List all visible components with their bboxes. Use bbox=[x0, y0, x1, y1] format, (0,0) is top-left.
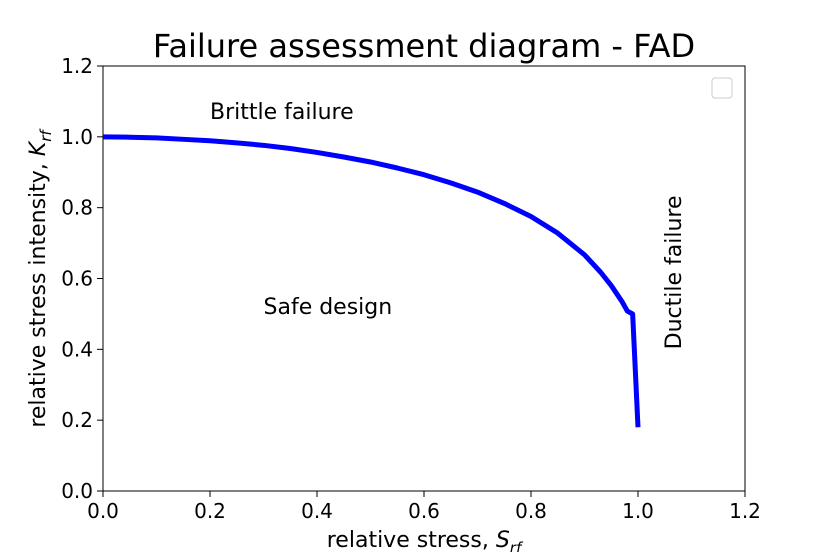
x-axis: 0.0 0.2 0.4 0.6 0.8 1.0 1.2 bbox=[87, 491, 761, 523]
x-tick-label: 1.0 bbox=[622, 499, 654, 523]
y-tick-label: 0.8 bbox=[61, 196, 93, 220]
x-axis-label: relative stress, Srf bbox=[327, 528, 524, 552]
chart-title: Failure assessment diagram - FAD bbox=[153, 27, 695, 65]
fad-curve-series bbox=[102, 134, 641, 428]
x-axis-label-main: relative stress, bbox=[327, 528, 496, 552]
x-tick-label: 1.2 bbox=[729, 499, 761, 523]
y-axis-label: relative stress intensity, Krf bbox=[26, 128, 55, 428]
plot-frame bbox=[102, 65, 746, 492]
y-axis-label-subscript: rf bbox=[37, 128, 55, 142]
x-tick-label: 0.0 bbox=[87, 499, 119, 523]
y-axis-label-symbol: K bbox=[26, 140, 51, 156]
y-tick-label: 1.0 bbox=[61, 125, 93, 149]
y-tick-label: 0.0 bbox=[61, 479, 93, 503]
y-tick-label: 0.2 bbox=[61, 408, 93, 432]
y-axis: 0.0 0.2 0.4 0.6 0.8 1.0 1.2 bbox=[61, 54, 103, 503]
y-tick-label: 1.2 bbox=[61, 54, 93, 78]
x-axis-label-subscript: rf bbox=[510, 539, 524, 552]
annotation-label: Safe design bbox=[264, 295, 393, 320]
legend-box bbox=[711, 77, 733, 99]
curve-layer bbox=[102, 134, 641, 428]
plot-area: Brittle failure Safe design Ductile failur… bbox=[102, 65, 746, 492]
x-tick-label: 0.8 bbox=[515, 499, 547, 523]
y-tick-label: 0.4 bbox=[61, 337, 93, 361]
x-axis-label-symbol: S bbox=[496, 528, 510, 552]
annotation-label: Ductile failure bbox=[662, 195, 687, 349]
y-axis-label-main: relative stress intensity, bbox=[26, 156, 51, 427]
y-tick-label: 0.6 bbox=[61, 267, 93, 291]
annotation-label: Brittle failure bbox=[210, 100, 354, 125]
x-tick-label: 0.4 bbox=[301, 499, 333, 523]
x-tick-label: 0.6 bbox=[408, 499, 440, 523]
x-tick-label: 0.2 bbox=[194, 499, 226, 523]
annotation-layer: Brittle failure Safe design Ductile failur… bbox=[210, 100, 687, 349]
